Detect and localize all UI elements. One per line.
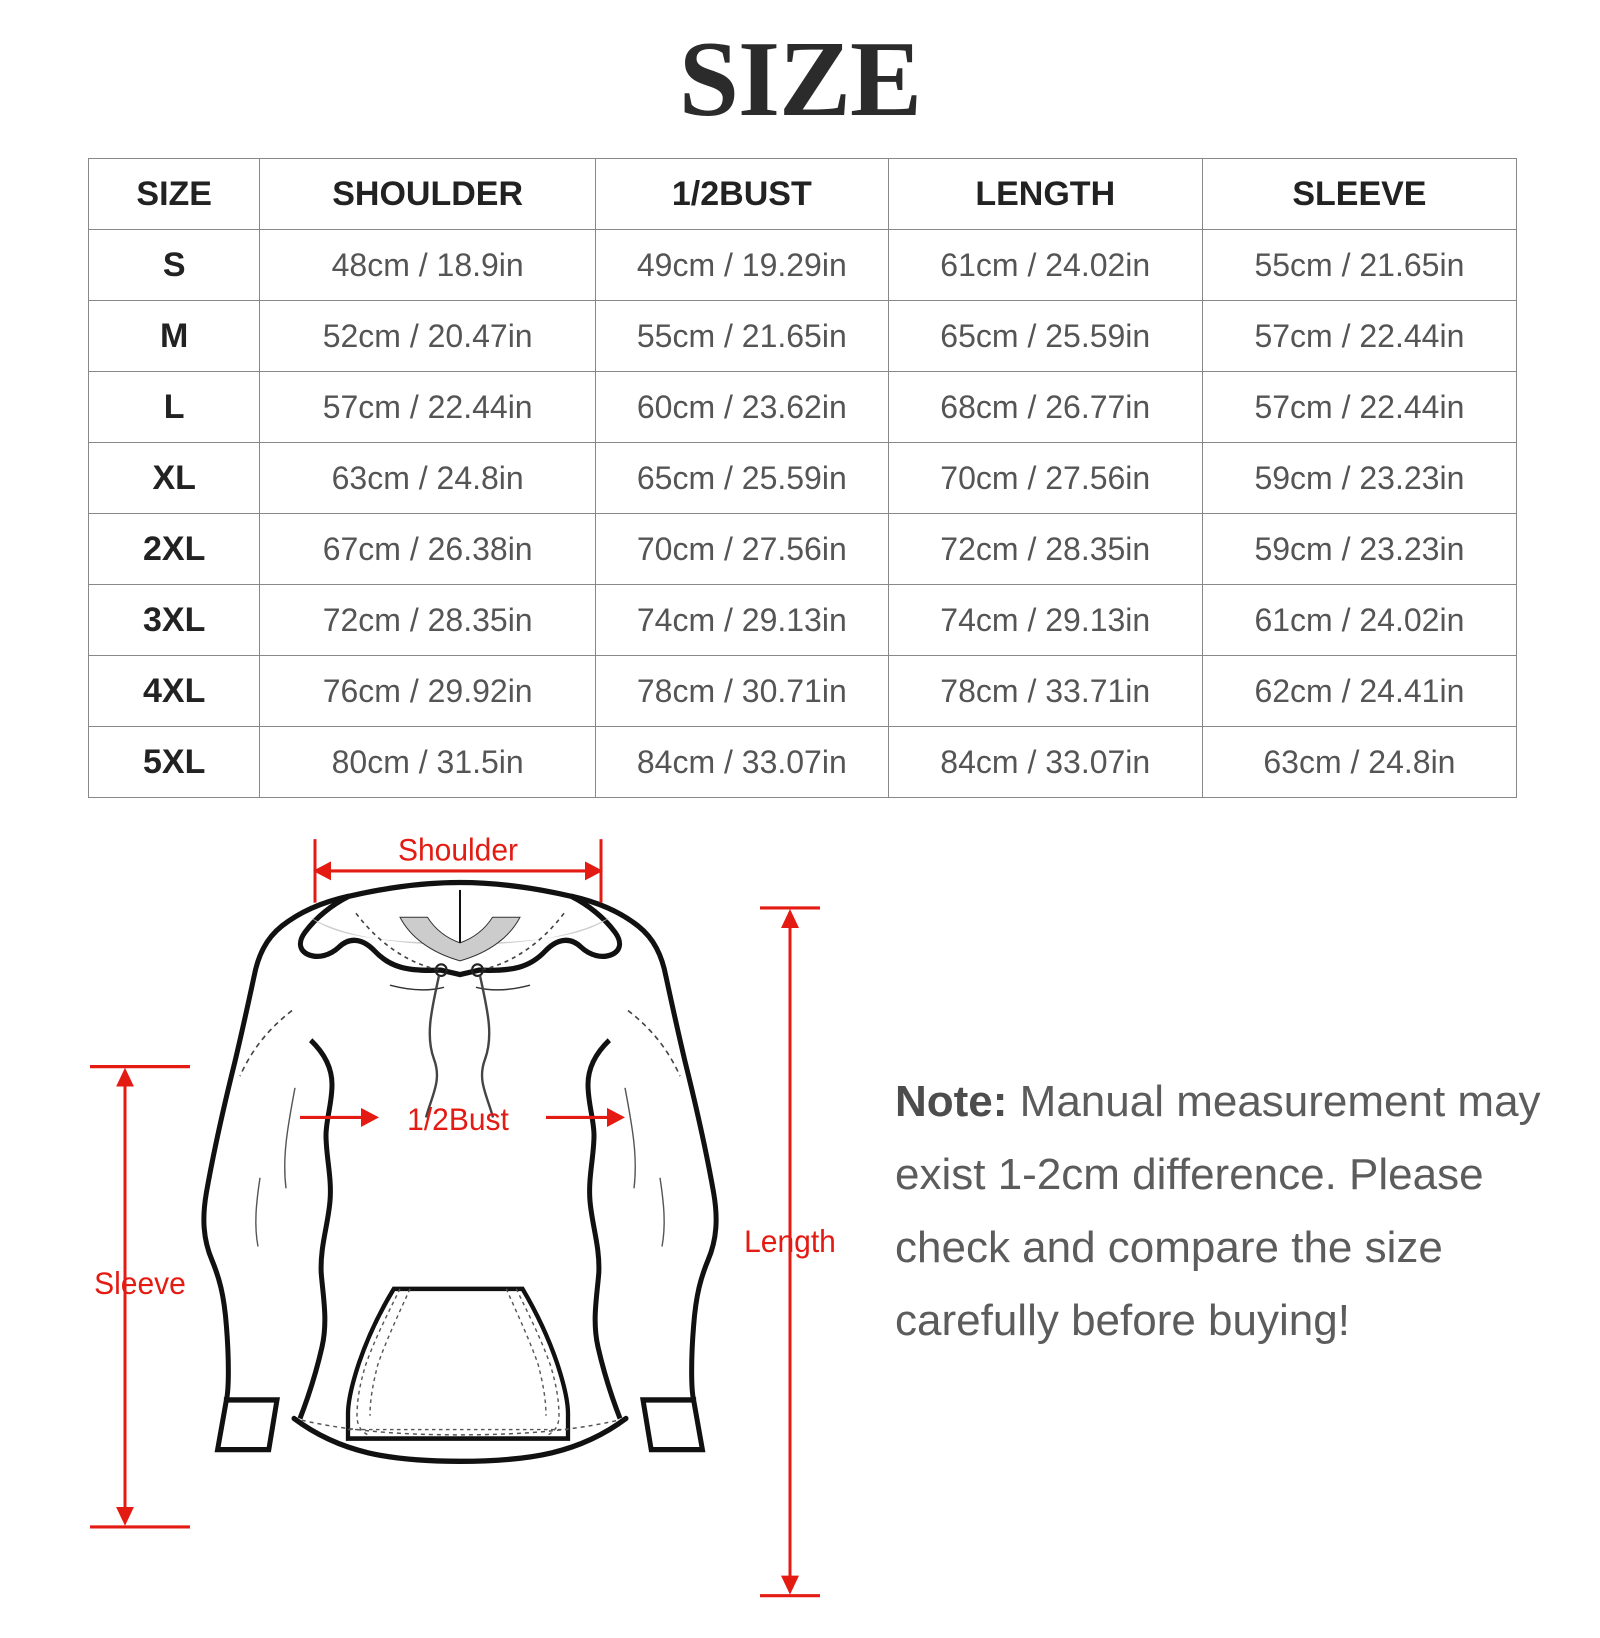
svg-text:1/2Bust: 1/2Bust — [407, 1101, 509, 1137]
svg-text:Sleeve: Sleeve — [94, 1265, 186, 1301]
svg-text:Shoulder: Shoulder — [398, 832, 518, 868]
svg-text:Length: Length — [744, 1223, 836, 1259]
